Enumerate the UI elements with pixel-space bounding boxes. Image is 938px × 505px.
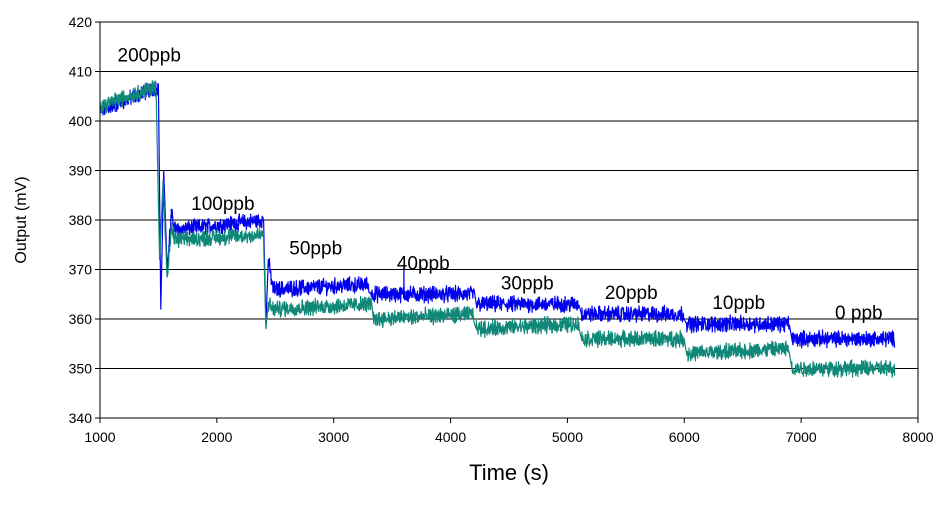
x-tick-label: 3000	[318, 429, 349, 445]
y-tick-label: 400	[69, 113, 93, 129]
y-tick-label: 350	[69, 361, 93, 377]
x-axis-title: Time (s)	[469, 460, 549, 485]
y-tick-label: 380	[69, 212, 93, 228]
y-tick-label: 410	[69, 64, 93, 80]
x-tick-label: 5000	[552, 429, 583, 445]
y-tick-label: 340	[69, 410, 93, 426]
x-axis-ticks: 1000 2000 3000 4000 5000 6000 7000 8000	[84, 418, 934, 445]
y-axis-title: Output (mV)	[13, 176, 30, 263]
concentration-label: 40ppb	[397, 254, 450, 275]
concentration-label: 20ppb	[605, 283, 658, 304]
y-tick-label: 420	[69, 14, 93, 30]
y-axis-ticks: 340 350 360 370 380 390 400 410 420	[69, 14, 100, 426]
concentration-label: 10ppb	[712, 293, 765, 314]
y-tick-label: 390	[69, 163, 93, 179]
x-tick-label: 7000	[786, 429, 817, 445]
y-tick-label: 360	[69, 311, 93, 327]
x-tick-label: 8000	[902, 429, 933, 445]
y-tick-label: 370	[69, 262, 93, 278]
concentration-label: 50ppb	[289, 239, 342, 260]
concentration-label: 100ppb	[191, 194, 254, 215]
x-tick-label: 2000	[201, 429, 232, 445]
concentration-label: 0 ppb	[835, 303, 883, 324]
series-line-1	[99, 81, 896, 349]
series-line-2	[99, 80, 896, 378]
x-tick-label: 6000	[669, 429, 700, 445]
series-group	[99, 80, 896, 378]
annotations: 200ppb 100ppb 50ppb 40ppb 30ppb 20ppb 10ppb 0 p…	[118, 46, 883, 324]
concentration-label: 30ppb	[501, 273, 554, 294]
concentration-label: 200ppb	[118, 46, 181, 67]
x-tick-label: 4000	[435, 429, 466, 445]
x-tick-label: 1000	[84, 429, 115, 445]
